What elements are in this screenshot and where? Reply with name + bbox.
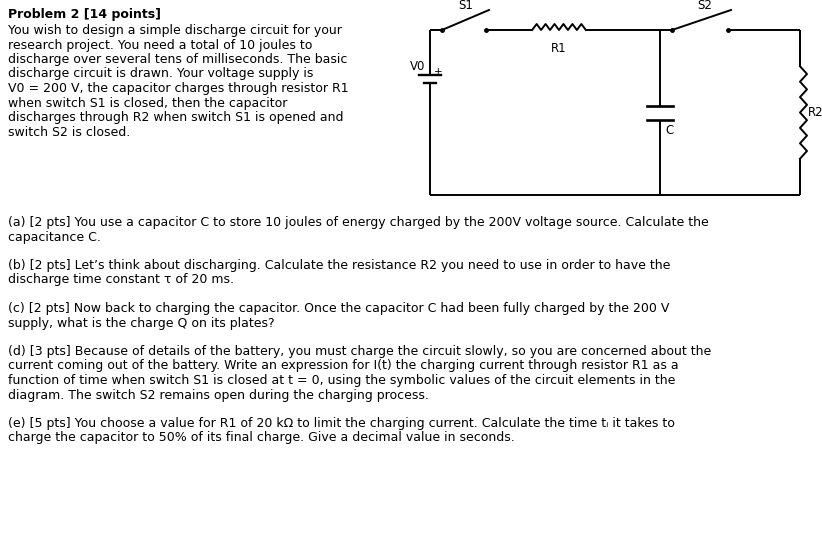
Text: V0: V0 [409,61,425,73]
Text: R2: R2 [808,106,822,119]
Text: Problem 2 [14 points]: Problem 2 [14 points] [8,8,161,21]
Text: current coming out of the battery. Write an expression for I(t) the charging cur: current coming out of the battery. Write… [8,359,679,372]
Text: diagram. The switch S2 remains open during the charging process.: diagram. The switch S2 remains open duri… [8,388,429,402]
Text: R1: R1 [552,42,567,55]
Text: +: + [434,67,442,77]
Text: (c) [2 pts] Now back to charging the capacitor. Once the capacitor C had been fu: (c) [2 pts] Now back to charging the cap… [8,302,669,315]
Text: discharge over several tens of milliseconds. The basic: discharge over several tens of milliseco… [8,53,348,66]
Text: discharge time constant τ of 20 ms.: discharge time constant τ of 20 ms. [8,273,234,287]
Text: discharge circuit is drawn. Your voltage supply is: discharge circuit is drawn. Your voltage… [8,68,313,80]
Text: supply, what is the charge Q on its plates?: supply, what is the charge Q on its plat… [8,316,275,329]
Text: (a) [2 pts] You use a capacitor C to store 10 joules of energy charged by the 20: (a) [2 pts] You use a capacitor C to sto… [8,216,709,229]
Text: charge the capacitor to 50% of its final charge. Give a decimal value in seconds: charge the capacitor to 50% of its final… [8,431,515,445]
Text: (b) [2 pts] Let’s think about discharging. Calculate the resistance R2 you need : (b) [2 pts] Let’s think about dischargin… [8,259,671,272]
Text: S2: S2 [698,0,713,12]
Text: switch S2 is closed.: switch S2 is closed. [8,126,130,138]
Text: function of time when switch S1 is closed at t = 0, using the symbolic values of: function of time when switch S1 is close… [8,374,676,387]
Text: V0 = 200 V, the capacitor charges through resistor R1: V0 = 200 V, the capacitor charges throug… [8,82,349,95]
Text: You wish to design a simple discharge circuit for your: You wish to design a simple discharge ci… [8,24,342,37]
Text: discharges through R2 when switch S1 is opened and: discharges through R2 when switch S1 is … [8,111,344,124]
Text: (e) [5 pts] You choose a value for R1 of 20 kΩ to limit the charging current. Ca: (e) [5 pts] You choose a value for R1 of… [8,417,675,430]
Text: C: C [665,124,673,137]
Text: research project. You need a total of 10 joules to: research project. You need a total of 10… [8,39,312,51]
Text: capacitance C.: capacitance C. [8,230,101,244]
Text: when switch S1 is closed, then the capacitor: when switch S1 is closed, then the capac… [8,96,288,110]
Text: (d) [3 pts] Because of details of the battery, you must charge the circuit slowl: (d) [3 pts] Because of details of the ba… [8,345,711,358]
Text: S1: S1 [459,0,473,12]
